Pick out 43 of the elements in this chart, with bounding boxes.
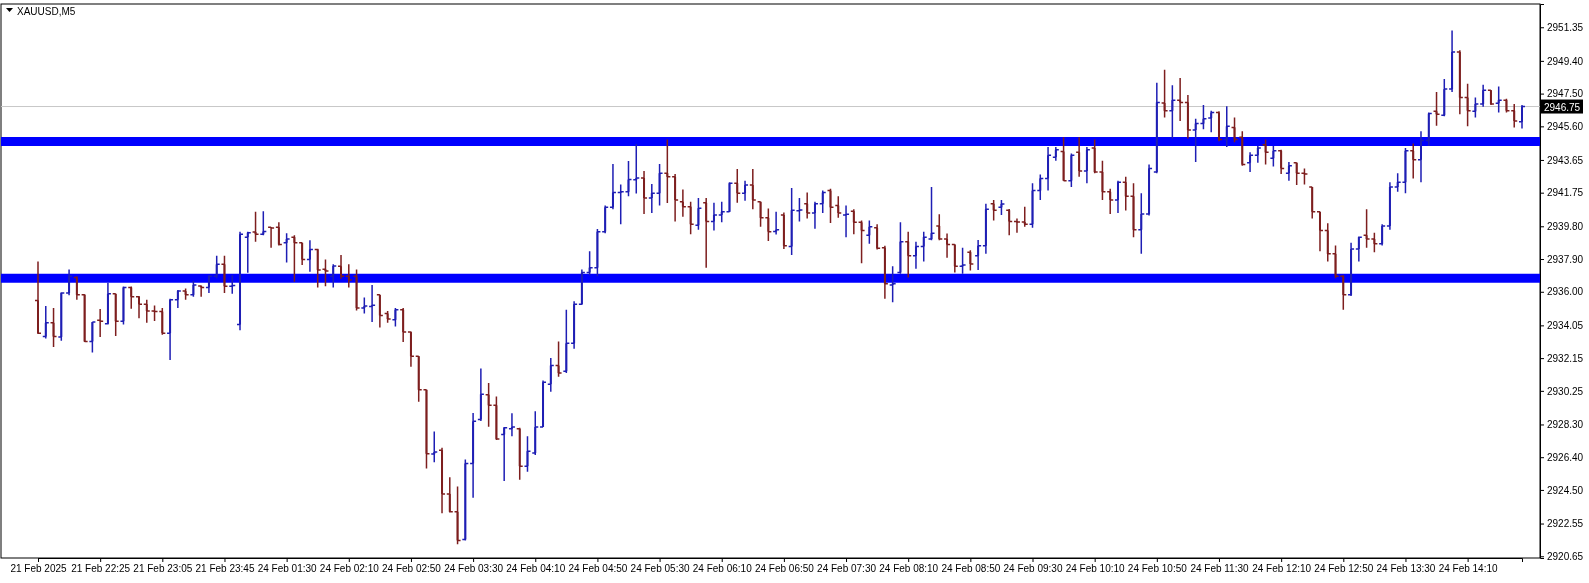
y-tick-label: 2930.25: [1547, 385, 1584, 397]
x-tick-label: 24 Feb 04:50: [568, 563, 628, 575]
x-tick-label: 24 Feb 05:30: [630, 563, 690, 575]
x-tick-label: 24 Feb 01:30: [257, 563, 318, 575]
x-tick-label: 24 Feb 10:10: [1065, 563, 1126, 575]
y-tick-label: 2936.00: [1547, 286, 1584, 298]
x-tick-label: 21 Feb 2025: [10, 563, 68, 575]
x-tick-label: 24 Feb 08:50: [941, 563, 1001, 575]
y-tick-label: 2951.35: [1547, 21, 1584, 33]
y-tick-label: 2941.75: [1547, 187, 1584, 199]
x-tick-label: 24 Feb 02:10: [319, 563, 380, 575]
x-tick-label: 24 Feb 09:30: [1003, 563, 1063, 575]
y-tick-label: 2943.65: [1547, 154, 1584, 166]
ref-line-label: 2946.75: [1544, 101, 1581, 113]
y-tick-label: 2945.60: [1547, 121, 1584, 133]
x-tick-label: 24 Feb 11:30: [1190, 563, 1250, 575]
x-tick-label: 24 Feb 12:50: [1314, 563, 1374, 575]
x-tick-label: 21 Feb 23:05: [133, 563, 193, 575]
y-tick-label: 2922.55: [1547, 518, 1584, 530]
x-tick-label: 24 Feb 06:50: [754, 563, 815, 575]
x-tick-label: 24 Feb 03:30: [444, 563, 504, 575]
x-tick-label: 24 Feb 10:50: [1127, 563, 1188, 575]
y-tick-label: 2926.40: [1547, 451, 1584, 463]
y-tick-label: 2937.90: [1547, 253, 1584, 265]
x-tick-label: 24 Feb 07:30: [817, 563, 877, 575]
y-tick-label: 2947.50: [1547, 88, 1584, 100]
chart-title: XAUUSD,M5: [17, 6, 76, 17]
x-tick-label: 24 Feb 14:10: [1438, 563, 1499, 575]
x-tick-label: 24 Feb 04:10: [506, 563, 566, 575]
y-tick-label: 2949.40: [1547, 55, 1584, 67]
x-tick-label: 24 Feb 12:10: [1252, 563, 1312, 575]
x-tick-label: 24 Feb 06:10: [692, 563, 753, 575]
y-tick-label: 2928.30: [1547, 419, 1584, 431]
x-tick-label: 21 Feb 23:45: [195, 563, 255, 575]
x-tick-label: 24 Feb 02:50: [381, 563, 442, 575]
x-tick-label: 24 Feb 08:10: [879, 563, 939, 575]
y-tick-label: 2924.50: [1547, 484, 1584, 496]
x-tick-label: 21 Feb 22:25: [71, 563, 131, 575]
y-tick-label: 2934.05: [1547, 320, 1584, 332]
y-tick-label: 2932.15: [1547, 352, 1584, 364]
y-tick-label: 2939.80: [1547, 220, 1584, 232]
x-tick-label: 24 Feb 13:30: [1376, 563, 1436, 575]
y-tick-label: 2920.65: [1547, 550, 1584, 562]
